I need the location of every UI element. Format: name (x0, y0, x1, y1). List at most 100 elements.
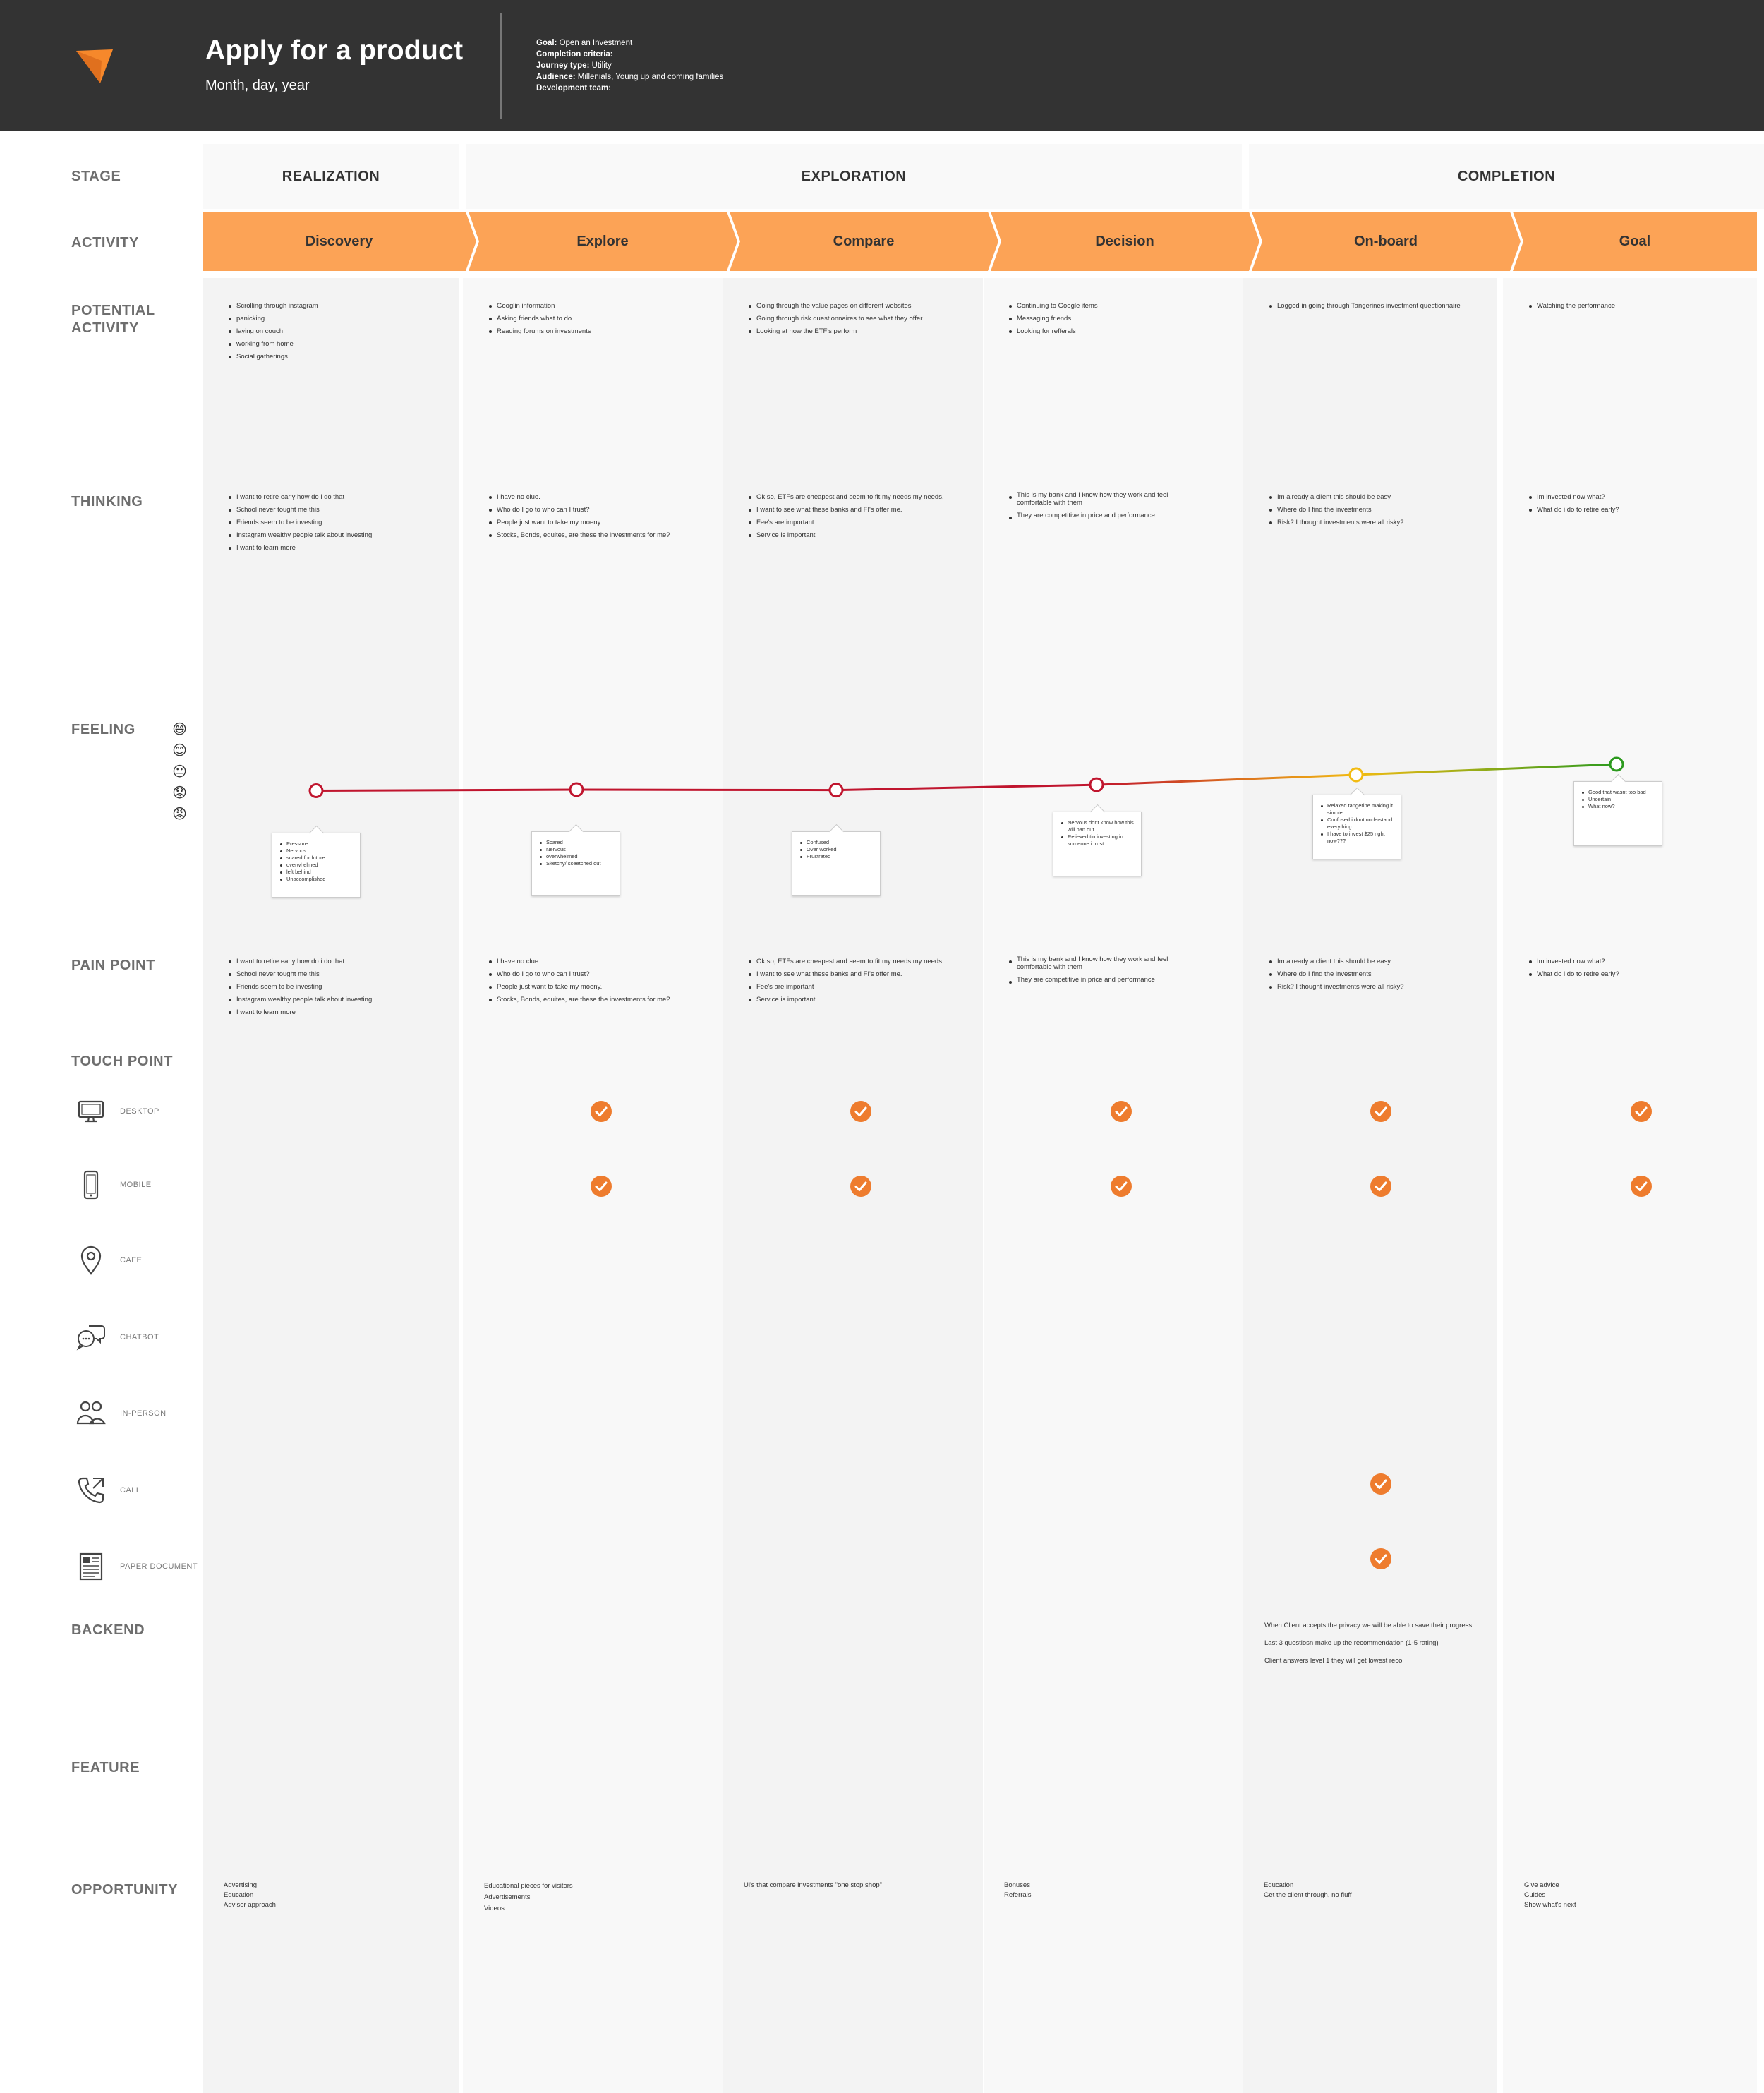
activity-explore: Explore (576, 233, 629, 249)
thinking-list-onboard: Im already a client this should be easy … (1269, 491, 1495, 529)
list-item: Logged in going through Tangerines inves… (1269, 300, 1495, 313)
feeling-callout-onboard: Relaxed tangerine making it simple Confu… (1312, 795, 1401, 859)
touchpoint-label-paper-document: PAPER DOCUMENT (120, 1562, 198, 1571)
check-icon (1370, 1548, 1391, 1569)
list-item: Looking for refferals (1009, 325, 1228, 338)
list-item: Ui's that compare investments "one stop … (744, 1881, 883, 1889)
touchpoint-label-cafe: CAFE (120, 1256, 143, 1265)
list-item: Scrolling through instagram (229, 300, 440, 313)
check-icon (850, 1176, 871, 1197)
list-item: I want to retire early how do i do that (229, 955, 447, 968)
list-item: scared for future (279, 855, 353, 862)
opportunity-list-decision: Bonuses Referrals (1004, 1881, 1216, 1900)
list-item: Show what's next (1524, 1901, 1576, 1909)
list-item: Instagram wealthy people talk about inve… (229, 994, 447, 1006)
list-item: Relieved tin investing in someone i trus… (1061, 833, 1134, 848)
check-icon (850, 1101, 871, 1122)
pain-list-onboard: Im already a client this should be easy … (1269, 955, 1495, 994)
list-item: Watching the performance (1529, 300, 1741, 313)
list-item: overwhelmed (539, 853, 612, 860)
potential-list-explore: Googlin information Asking friends what … (489, 300, 708, 338)
activity-chevron-explore (469, 212, 737, 271)
row-label-backend: BACKEND (71, 1622, 145, 1638)
feeling-callout-decision: Nervous dont know how this will pan out … (1053, 812, 1142, 876)
pain-list-compare: Ok so, ETFs are cheapest and seem to fit… (749, 955, 978, 1006)
row-label-feature: FEATURE (71, 1760, 140, 1775)
check-icon (1631, 1176, 1652, 1197)
thinking-list-goal: Im invested now what? What do i do to re… (1529, 491, 1741, 517)
list-item: working from home (229, 338, 440, 351)
row-label-opportunity: OPPORTUNITY (71, 1882, 179, 1898)
stage-completion: COMPLETION (1249, 144, 1764, 209)
happy-face-icon: 😊 (172, 743, 187, 759)
mobile-icon (83, 1170, 99, 1200)
list-item: Fee's are important (749, 517, 978, 529)
thinking-list-compare: Ok so, ETFs are cheapest and seem to fit… (749, 491, 978, 542)
very-happy-face-icon: 😄 (172, 722, 187, 737)
list-item: Who do I go to who can I trust? (489, 504, 715, 517)
list-item: Advertising (224, 1881, 257, 1889)
list-item: Over worked (799, 846, 873, 853)
location-pin-icon (80, 1245, 102, 1275)
backend-list-onboard: When Client accepts the privacy we will … (1264, 1621, 1476, 1674)
list-item: Good that wasnt too bad (1581, 789, 1655, 796)
feeling-callout-goal: Good that wasnt too bad Uncertain What n… (1573, 781, 1662, 846)
list-item: I want to see what these banks and FI's … (749, 968, 978, 981)
paper-document-icon (79, 1552, 103, 1581)
desktop-icon (78, 1100, 104, 1123)
list-item: Instagram wealthy people talk about inve… (229, 529, 447, 542)
list-item: Scared (539, 839, 612, 846)
chat-bubbles-icon (76, 1325, 105, 1351)
list-item: Guides (1524, 1891, 1546, 1899)
activity-compare: Compare (833, 233, 895, 249)
check-icon (1370, 1473, 1391, 1495)
list-item: Nervous dont know how this will pan out (1061, 819, 1134, 833)
list-item: Frustrated (799, 853, 873, 860)
touchpoint-label-chatbot: CHATBOT (120, 1333, 159, 1341)
people-icon (76, 1401, 106, 1425)
touchpoint-label-desktop: DESKTOP (120, 1107, 159, 1116)
list-item: I want to retire early how do i do that (229, 491, 447, 504)
check-icon (1370, 1176, 1391, 1197)
list-item: Confused i dont understand everything (1320, 816, 1394, 831)
list-item: Nervous (279, 848, 353, 855)
meta-dev-team: Development team: (536, 84, 612, 92)
list-item: Nervous (539, 846, 612, 853)
check-icon (591, 1101, 612, 1122)
list-item: What do i do to retire early? (1529, 968, 1741, 981)
list-item: Where do I find the investments (1269, 968, 1495, 981)
list-item: Pressure (279, 840, 353, 848)
feeling-callout-discovery: Pressure Nervous scared for future overw… (272, 833, 361, 898)
list-item: People just want to take my moeny. (489, 517, 715, 529)
activity-chevron-goal (1513, 212, 1757, 271)
pain-list-goal: Im invested now what? What do i do to re… (1529, 955, 1741, 981)
thinking-list-explore: I have no clue. Who do I go to who can I… (489, 491, 715, 542)
list-item: Ok so, ETFs are cheapest and seem to fit… (749, 955, 978, 968)
list-item: Fee's are important (749, 981, 978, 994)
list-item: Friends seem to be investing (229, 517, 447, 529)
check-icon (591, 1176, 612, 1197)
check-icon (1111, 1176, 1132, 1197)
list-item: Who do I go to who can I trust? (489, 968, 715, 981)
list-item: I want to see what these banks and FI's … (749, 504, 978, 517)
list-item: Educational pieces for visitors (484, 1882, 573, 1890)
activity-onboard: On-board (1354, 233, 1418, 249)
list-item: laying on couch (229, 325, 440, 338)
list-item: Im already a client this should be easy (1269, 491, 1495, 504)
list-item: overwhelmed (279, 862, 353, 869)
list-item: Videos (484, 1905, 505, 1912)
meta-completion: Completion criteria: (536, 50, 613, 59)
header: Apply for a product Month, day, year Goa… (0, 0, 1764, 131)
check-icon (1631, 1101, 1652, 1122)
activity-chevron-discovery (203, 212, 476, 271)
list-item: Im already a client this should be easy (1269, 955, 1495, 968)
list-item: Going through the value pages on differe… (749, 300, 974, 313)
column-bg-discovery (203, 278, 459, 2093)
list-item: This is my bank and I know how they work… (1009, 491, 1200, 507)
list-item: I want to learn more (229, 1006, 447, 1019)
list-item: Advisor approach (224, 1901, 276, 1909)
potential-list-goal: Watching the performance (1529, 300, 1741, 313)
list-item: Education (224, 1891, 254, 1899)
touchpoint-label-in-person: IN-PERSON (120, 1409, 167, 1418)
thinking-list-discovery: I want to retire early how do i do that … (229, 491, 447, 555)
